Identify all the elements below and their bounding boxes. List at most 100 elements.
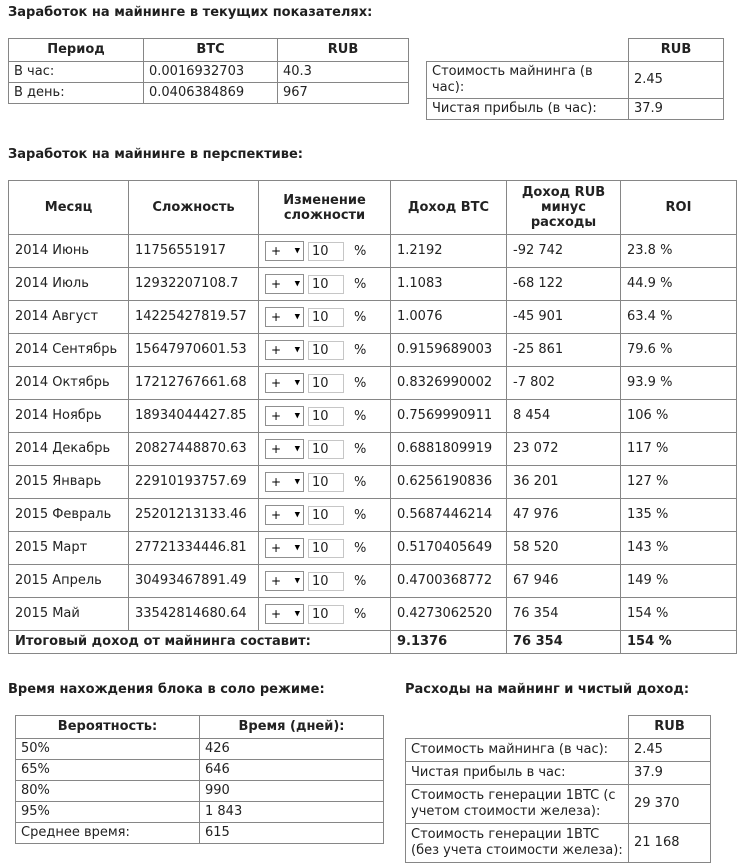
roi-cell: 63.4 % [620,300,737,334]
percent-label: % [354,309,367,325]
month-cell: 2015 Апрель [8,564,129,598]
change-percent-input[interactable] [308,307,344,327]
roi-cell: 23.8 % [620,234,737,268]
perspective-title: Заработок на майнинге в перспективе: [8,147,303,162]
label-cell: Чистая прибыль в час: [405,761,629,785]
percent-label: % [354,441,367,457]
value-cell: 29 370 [628,784,711,824]
time-cell: 990 [199,780,384,802]
month-cell: 2014 Июнь [8,234,129,268]
table-row: 95% 1 843 [15,801,384,823]
roi-cell: 127 % [620,465,737,499]
roi-cell: 135 % [620,498,737,532]
header-row: Период BTC RUB [8,38,409,62]
rub-income-cell: -25 861 [506,333,621,367]
value-cell: 0.0406384869 [143,82,278,104]
change-percent-input[interactable] [308,571,344,591]
difficulty-cell: 15647970601.53 [128,333,259,367]
difficulty-cell: 17212767661.68 [128,366,259,400]
sign-select[interactable]: + [265,538,304,558]
sign-select-wrap: + ▼ [265,571,304,591]
difficulty-cell: 25201213133.46 [128,498,259,532]
time-cell: 426 [199,738,384,760]
col-period: Период [8,38,144,62]
header-row: Вероятность: Время (дней): [15,715,384,739]
table-row: 2014 Октябрь17212767661.68+▼%0.832699000… [8,366,737,400]
rub-income-cell: 47 976 [506,498,621,532]
solo-table: Вероятность: Время (дней): 50% 426 65% 646 8… [15,715,384,844]
sign-select[interactable]: + [265,505,304,525]
btc-income-cell: 0.4273062520 [390,597,507,631]
rub-income-cell: 58 520 [506,531,621,565]
sign-select[interactable]: + [265,472,304,492]
header-row: RUB [426,38,724,62]
change-percent-input[interactable] [308,373,344,393]
btc-income-cell: 0.7569990911 [390,399,507,433]
change-percent-input[interactable] [308,505,344,525]
change-percent-input[interactable] [308,340,344,360]
total-label: Итоговый доход от майнинга составит: [8,630,391,654]
sign-select-wrap: + ▼ [265,241,304,261]
sign-select[interactable]: + [265,241,304,261]
time-cell: 1 843 [199,801,384,823]
percent-label: % [354,276,367,292]
change-percent-input[interactable] [308,241,344,261]
percent-label: % [354,342,367,358]
difficulty-change-cell: +▼% [258,300,391,334]
sign-select[interactable]: + [265,604,304,624]
sign-select[interactable]: + [265,373,304,393]
table-row: 2015 Май33542814680.64+▼%0.427306252076 … [8,597,737,631]
value-cell: 0.0016932703 [143,61,278,83]
col-btc: BTC [143,38,278,62]
change-percent-input[interactable] [308,406,344,426]
btc-income-cell: 1.0076 [390,300,507,334]
table-row: 2015 Март27721334446.81+▼%0.517040564958… [8,531,737,565]
col-rub: RUB [628,38,724,62]
change-percent-input[interactable] [308,604,344,624]
sign-select-wrap: + ▼ [265,406,304,426]
table-row: 2015 Январь22910193757.69+▼%0.6256190836… [8,465,737,499]
period-cell: В день: [8,82,144,104]
roi-cell: 79.6 % [620,333,737,367]
time-cell: 615 [199,822,384,844]
col-time-days: Время (дней): [199,715,384,739]
difficulty-cell: 30493467891.49 [128,564,259,598]
value-cell: 37.9 [628,761,711,785]
table-row: Стоимость майнинга (в час): 2.45 [426,61,724,99]
change-percent-input[interactable] [308,472,344,492]
sign-select[interactable]: + [265,340,304,360]
month-cell: 2015 Январь [8,465,129,499]
change-percent-input[interactable] [308,538,344,558]
solo-title: Время нахождения блока в соло режиме: [8,682,325,697]
rub-income-cell: -92 742 [506,234,621,268]
percent-label: % [354,474,367,490]
sign-select[interactable]: + [265,307,304,327]
label-cell: Стоимость майнинга (в час): [426,61,629,99]
btc-income-cell: 0.8326990002 [390,366,507,400]
change-percent-input[interactable] [308,274,344,294]
rub-income-cell: -7 802 [506,366,621,400]
difficulty-change-cell: +▼% [258,564,391,598]
rub-income-cell: 23 072 [506,432,621,466]
difficulty-cell: 20827448870.63 [128,432,259,466]
sign-select[interactable]: + [265,274,304,294]
difficulty-change-cell: +▼% [258,234,391,268]
sign-select[interactable]: + [265,439,304,459]
sign-select[interactable]: + [265,571,304,591]
table-row: 2014 Декабрь20827448870.63+▼%0.688180991… [8,432,737,466]
total-rub: 76 354 [506,630,621,654]
current-earnings-title: Заработок на майнинге в текущих показате… [8,5,373,20]
header-row: RUB [405,715,711,739]
label-cell: Стоимость генерации 1BTC (без учета стои… [405,823,629,863]
sign-select-wrap: + ▼ [265,340,304,360]
month-cell: 2015 Май [8,597,129,631]
change-percent-input[interactable] [308,439,344,459]
table-row: В час: 0.0016932703 40.3 [8,61,409,83]
roi-cell: 117 % [620,432,737,466]
rub-income-cell: 8 454 [506,399,621,433]
time-cell: 646 [199,759,384,781]
period-cell: В час: [8,61,144,83]
sign-select[interactable]: + [265,406,304,426]
